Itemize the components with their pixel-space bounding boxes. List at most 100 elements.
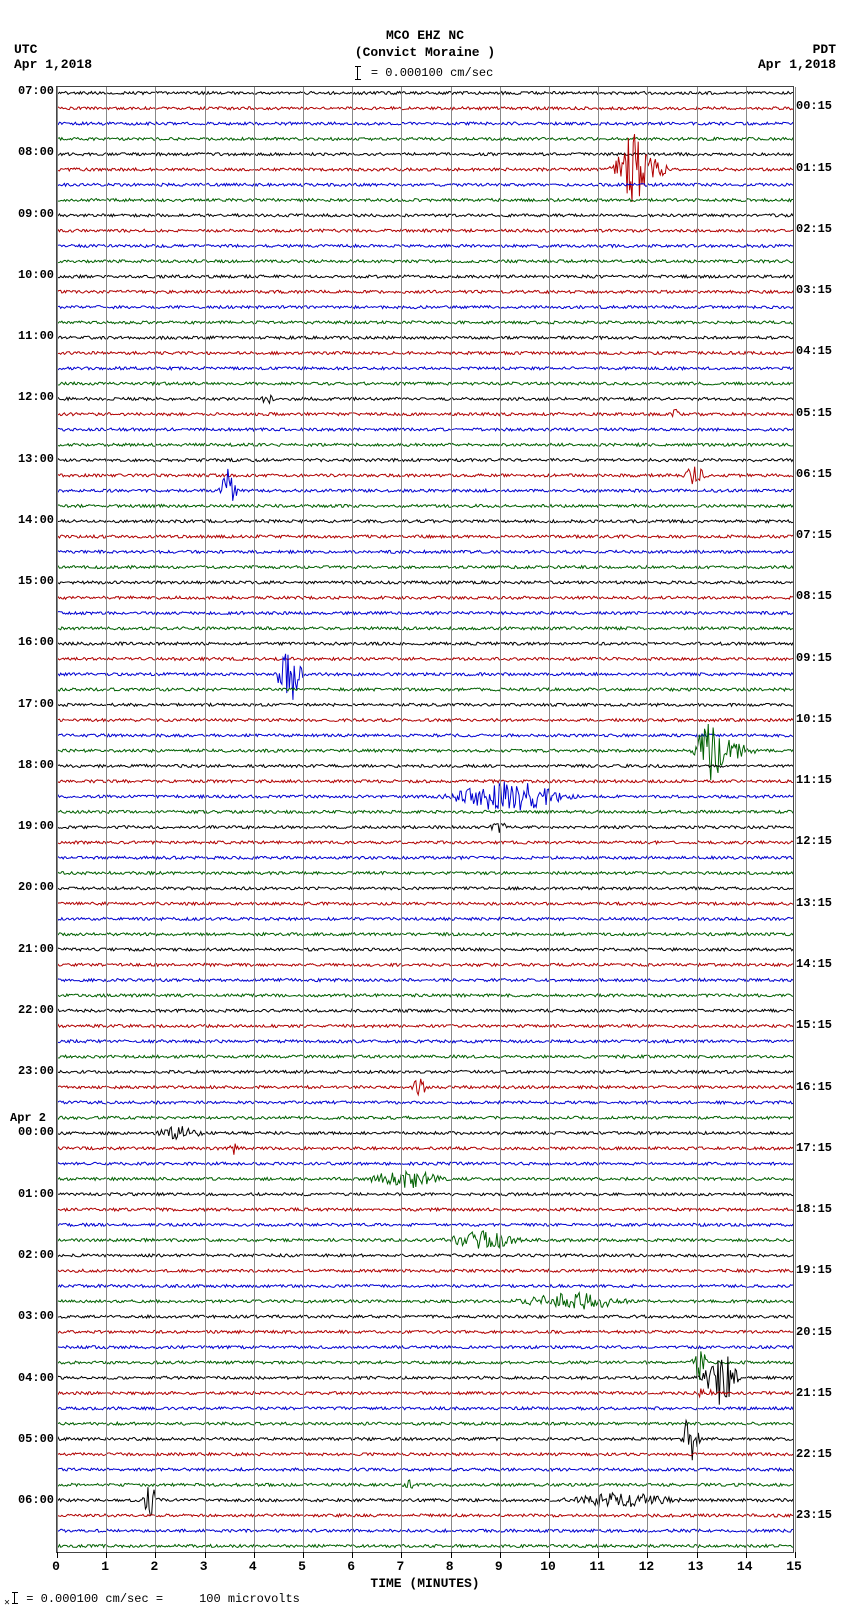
seismic-trace — [57, 780, 793, 783]
left-timezone-block: UTC Apr 1,2018 — [14, 42, 92, 72]
local-time-label: 12:15 — [796, 834, 840, 848]
utc-time-label: 16:00 — [10, 635, 54, 649]
seismic-trace — [57, 948, 793, 951]
seismic-trace — [57, 719, 793, 722]
footnote-left: = 0.000100 cm/sec = — [26, 1592, 163, 1606]
seismic-trace — [57, 260, 793, 263]
seismic-trace — [57, 214, 793, 217]
utc-time-label: 21:00 — [10, 942, 54, 956]
local-time-label: 10:15 — [796, 712, 840, 726]
utc-time-label: 03:00 — [10, 1309, 54, 1323]
seismic-trace — [57, 917, 793, 920]
seismic-trace — [57, 1025, 793, 1028]
footnote-right: 100 microvolts — [199, 1592, 300, 1606]
seismic-trace — [57, 367, 793, 370]
utc-time-label: 08:00 — [10, 145, 54, 159]
utc-time-label: 09:00 — [10, 207, 54, 221]
seismic-trace — [57, 1346, 793, 1349]
local-time-label: 14:15 — [796, 957, 840, 971]
seismic-trace — [57, 1487, 793, 1515]
local-time-label: 17:15 — [796, 1141, 840, 1155]
seismic-trace — [57, 887, 793, 890]
local-time-label: 03:15 — [796, 283, 840, 297]
x-tick-label: 10 — [540, 1559, 556, 1574]
utc-time-label: 06:00 — [10, 1493, 54, 1507]
local-time-label: 02:15 — [796, 222, 840, 236]
x-tick-label: 6 — [347, 1559, 355, 1574]
local-time-label: 18:15 — [796, 1202, 840, 1216]
utc-time-label: 13:00 — [10, 452, 54, 466]
local-time-label: 23:15 — [796, 1508, 840, 1522]
local-time-label: 08:15 — [796, 589, 840, 603]
local-time-label: 00:15 — [796, 99, 840, 113]
seismic-trace — [57, 963, 793, 966]
seismic-trace — [57, 703, 793, 706]
seismic-trace — [57, 1231, 793, 1249]
seismogram-chart — [56, 86, 794, 1553]
chart-header: MCO EHZ NC (Convict Moraine ) — [0, 28, 850, 60]
seismic-trace — [57, 244, 793, 247]
station-code: MCO EHZ NC — [0, 28, 850, 43]
seismic-trace — [57, 352, 793, 355]
seismic-trace — [57, 1315, 793, 1318]
seismic-trace — [57, 1514, 793, 1517]
local-time-label: 06:15 — [796, 467, 840, 481]
seismic-trace — [57, 428, 793, 431]
scale-text: = 0.000100 cm/sec — [371, 66, 493, 80]
x-tick-label: 1 — [101, 1559, 109, 1574]
utc-time-label: 10:00 — [10, 268, 54, 282]
local-time-label: 22:15 — [796, 1447, 840, 1461]
utc-time-label: 20:00 — [10, 880, 54, 894]
seismic-trace — [57, 642, 793, 645]
seismic-trace — [57, 627, 793, 630]
seismic-trace — [57, 823, 793, 832]
seismic-trace — [57, 550, 793, 553]
seismic-trace — [57, 336, 793, 339]
seismic-trace — [57, 306, 793, 309]
date-label-left: Apr 2 — [10, 1111, 46, 1125]
footnote-bar-icon — [14, 1592, 15, 1604]
seismic-trace — [57, 459, 793, 462]
local-time-label: 20:15 — [796, 1325, 840, 1339]
local-time-label: 21:15 — [796, 1386, 840, 1400]
utc-time-label: 19:00 — [10, 819, 54, 833]
utc-time-label: 07:00 — [10, 84, 54, 98]
seismic-trace — [57, 1269, 793, 1272]
local-time-label: 15:15 — [796, 1018, 840, 1032]
seismic-trace — [57, 872, 793, 875]
seismic-trace — [57, 902, 793, 905]
x-tick-label: 15 — [786, 1559, 802, 1574]
x-tick-label: 13 — [688, 1559, 704, 1574]
scale-bar-icon — [357, 66, 358, 80]
seismic-trace — [57, 933, 793, 936]
seismic-trace — [57, 1193, 793, 1196]
utc-time-label: 15:00 — [10, 574, 54, 588]
x-tick-label: 3 — [200, 1559, 208, 1574]
x-tick-label: 0 — [52, 1559, 60, 1574]
utc-time-label: 12:00 — [10, 390, 54, 404]
seismic-trace — [57, 134, 793, 202]
seismic-trace — [57, 1420, 793, 1460]
seismic-trace — [57, 734, 793, 737]
local-time-label: 07:15 — [796, 528, 840, 542]
seismic-trace — [57, 107, 793, 110]
seismic-trace — [57, 520, 793, 523]
seismic-trace — [57, 504, 793, 507]
seismic-trace — [57, 1330, 793, 1333]
seismic-trace — [57, 1101, 793, 1104]
seismic-trace — [57, 1070, 793, 1073]
seismic-trace — [57, 229, 793, 232]
local-time-label: 09:15 — [796, 651, 840, 665]
x-tick-label: 14 — [737, 1559, 753, 1574]
seismic-trace — [57, 1223, 793, 1226]
seismic-trace — [57, 1468, 793, 1471]
utc-time-label: 23:00 — [10, 1064, 54, 1078]
seismic-trace — [57, 1422, 793, 1425]
x-tick-label: 5 — [298, 1559, 306, 1574]
seismic-trace — [57, 566, 793, 569]
seismic-trace — [57, 1453, 793, 1456]
seismic-trace — [57, 199, 793, 202]
seismic-trace — [57, 810, 793, 813]
seismic-trace — [57, 443, 793, 446]
utc-time-label: 18:00 — [10, 758, 54, 772]
